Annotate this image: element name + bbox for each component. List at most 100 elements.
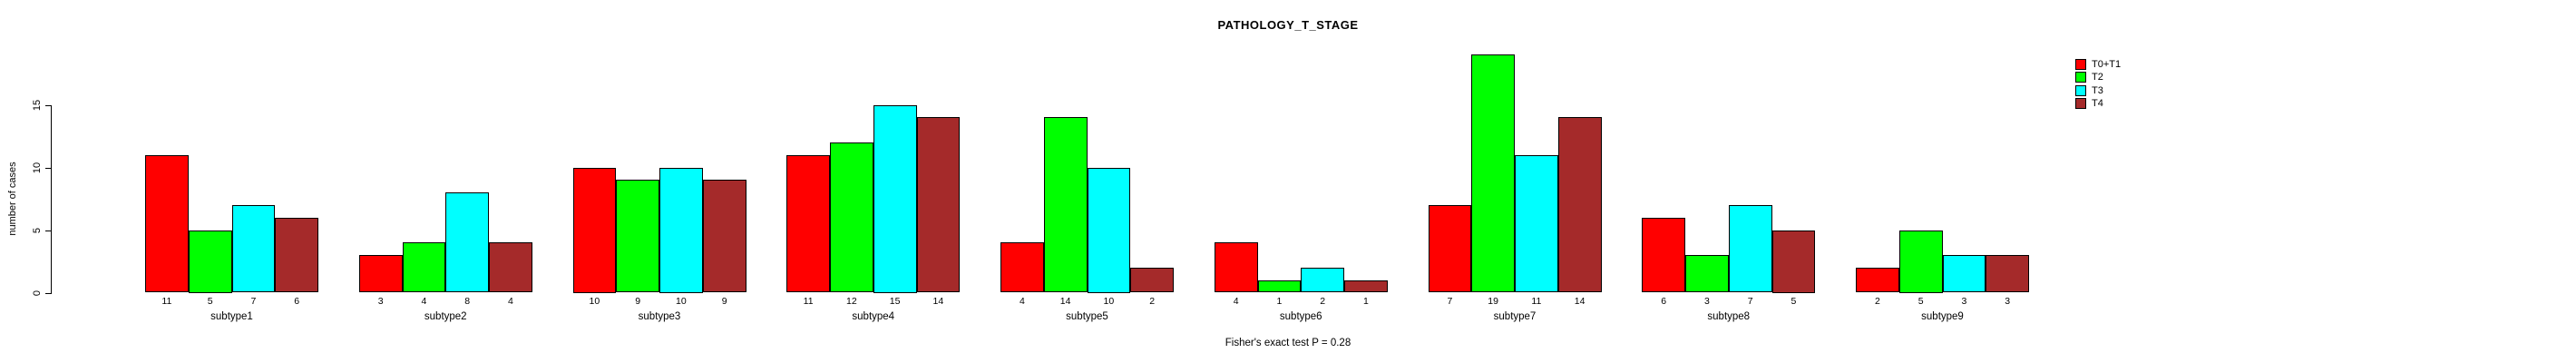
bar-value-label: 9: [635, 296, 641, 307]
bar-value-label: 3: [1703, 296, 1710, 307]
bar-value-label: 3: [2005, 296, 2011, 307]
bar-subtype3-T3: [659, 167, 703, 293]
legend-item-T4: T4: [2075, 98, 2103, 110]
bar-value-label: 10: [1103, 296, 1115, 307]
legend-swatch-icon: [2075, 58, 2086, 70]
bar-value-label: 15: [889, 296, 901, 307]
legend-swatch-icon: [2075, 98, 2086, 109]
bar-subtype2-T4: [489, 242, 532, 293]
bar-subtype4-T2: [830, 142, 873, 293]
bar-value-label: 4: [1233, 296, 1239, 307]
y-axis-line: [51, 104, 52, 294]
category-label-subtype6: subtype6: [1279, 311, 1322, 322]
bar-subtype5-T0+T1: [1000, 242, 1044, 293]
bar-subtype6-T0+T1: [1214, 242, 1258, 293]
category-label-subtype1: subtype1: [210, 311, 253, 322]
bar-subtype1-T2: [188, 230, 232, 293]
bar-subtype4-T4: [916, 117, 961, 293]
legend-label: T4: [2092, 98, 2103, 109]
bar-subtype7-T2: [1471, 54, 1515, 293]
bar-subtype3-T2: [616, 180, 659, 293]
bar-value-label: 1: [1362, 296, 1369, 307]
bar-value-label: 4: [507, 296, 513, 307]
bar-value-label: 6: [294, 296, 300, 307]
y-tick: [45, 104, 51, 106]
category-label-subtype2: subtype2: [424, 311, 467, 322]
category-label-subtype3: subtype3: [638, 311, 681, 322]
bar-value-label: 14: [1574, 296, 1586, 307]
bar-value-label: 11: [161, 296, 172, 307]
y-tick-label: 10: [32, 162, 43, 173]
bar-value-label: 2: [1874, 296, 1880, 307]
bar-subtype1-T4: [275, 217, 318, 293]
legend-item-T0+T1: T0+T1: [2075, 58, 2121, 70]
bar-value-label: 7: [1447, 296, 1453, 307]
bar-subtype7-T0+T1: [1428, 204, 1472, 293]
bar-subtype9-T0+T1: [1856, 267, 1899, 293]
y-axis-label: number of cases: [7, 162, 18, 236]
footer-pvalue-text: Fisher's exact test P = 0.28: [1225, 338, 1351, 348]
bar-value-label: 9: [721, 296, 727, 307]
bar-subtype2-T0+T1: [358, 255, 403, 293]
bar-subtype8-T3: [1728, 204, 1772, 293]
bar-value-label: 1: [1276, 296, 1283, 307]
category-label-subtype8: subtype8: [1707, 311, 1751, 322]
bar-value-label: 2: [1149, 296, 1156, 307]
y-tick: [45, 167, 51, 169]
y-tick-label: 5: [32, 227, 43, 233]
bar-value-label: 14: [932, 296, 944, 307]
category-label-subtype7: subtype7: [1493, 311, 1537, 322]
bar-value-label: 12: [846, 296, 857, 307]
bar-value-label: 10: [589, 296, 600, 307]
bar-value-label: 4: [1019, 296, 1025, 307]
legend-label: T2: [2092, 72, 2103, 83]
bar-subtype2-T3: [445, 192, 489, 293]
bar-subtype2-T2: [402, 242, 446, 293]
bar-subtype3-T4: [702, 180, 746, 293]
bar-subtype8-T4: [1771, 230, 1816, 293]
bar-subtype6-T2: [1257, 280, 1302, 293]
category-label-subtype5: subtype5: [1066, 311, 1108, 322]
bar-value-label: 5: [207, 296, 213, 307]
category-label-subtype4: subtype4: [852, 311, 895, 322]
bar-value-label: 14: [1059, 296, 1071, 307]
bar-value-label: 10: [676, 296, 687, 307]
bar-subtype5-T3: [1087, 167, 1131, 293]
category-label-subtype9: subtype9: [1921, 311, 1964, 322]
bar-subtype9-T2: [1898, 230, 1943, 293]
bar-value-label: 4: [421, 296, 427, 307]
bar-value-label: 3: [377, 296, 384, 307]
bar-value-label: 5: [1791, 296, 1797, 307]
bar-value-label: 5: [1917, 296, 1924, 307]
bar-subtype9-T4: [1986, 255, 2029, 293]
bar-subtype7-T4: [1557, 117, 1602, 293]
bar-value-label: 3: [1961, 296, 1967, 307]
bar-subtype9-T3: [1942, 255, 1986, 293]
bar-value-label: 7: [250, 296, 257, 307]
chart-title: PATHOLOGY_T_STAGE: [1217, 18, 1359, 32]
bar-value-label: 6: [1661, 296, 1667, 307]
bar-subtype4-T3: [873, 104, 917, 293]
bar-subtype3-T0+T1: [572, 167, 617, 293]
legend-label: T0+T1: [2092, 58, 2122, 70]
legend-swatch-icon: [2075, 72, 2086, 83]
bar-subtype8-T0+T1: [1642, 217, 1685, 293]
bar-subtype8-T2: [1685, 255, 1729, 293]
bar-subtype6-T3: [1301, 267, 1344, 293]
bar-subtype1-T0+T1: [145, 154, 189, 293]
bar-subtype7-T3: [1515, 154, 1558, 293]
legend-swatch-icon: [2075, 84, 2086, 96]
bar-subtype1-T3: [231, 204, 276, 293]
bar-value-label: 19: [1488, 296, 1498, 307]
legend-item-T2: T2: [2075, 72, 2103, 83]
bar-subtype5-T4: [1130, 267, 1174, 293]
y-tick-label: 0: [32, 289, 43, 296]
y-tick-label: 15: [32, 99, 43, 111]
bar-value-label: 11: [803, 296, 814, 307]
bar-subtype4-T0+T1: [786, 154, 830, 293]
bar-value-label: 2: [1320, 296, 1326, 307]
y-tick: [45, 292, 51, 294]
bar-value-label: 11: [1531, 296, 1542, 307]
bar-value-label: 7: [1747, 296, 1753, 307]
